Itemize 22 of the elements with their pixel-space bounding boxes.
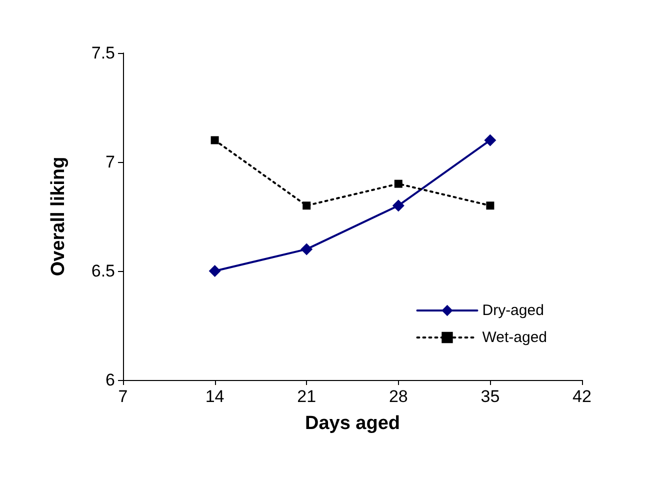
point (484, 134, 496, 146)
x-tick-label: 28 (388, 387, 408, 406)
y-tick-label: 7.5 (91, 44, 115, 62)
x-tick-label: 14 (205, 387, 224, 406)
y-tick-label: 6 (106, 370, 115, 390)
point (208, 265, 221, 277)
y-tick-label: 6.5 (91, 262, 115, 280)
y-tick-label: 7 (106, 152, 115, 172)
point (392, 200, 404, 212)
legend-label: Wet-aged (482, 329, 548, 346)
point (300, 243, 313, 256)
point (394, 180, 402, 188)
x-tick-label: 42 (572, 387, 592, 406)
x-tick-label: 35 (480, 387, 500, 406)
legend-label: Dry-aged (482, 302, 544, 319)
x-axis-title: Days aged (304, 413, 400, 434)
point (210, 136, 219, 144)
point (302, 202, 311, 210)
point (486, 202, 494, 210)
x-tick-label: 21 (297, 387, 316, 406)
y-axis-title: Overall liking (48, 156, 69, 276)
x-tick-label: 7 (118, 387, 128, 406)
